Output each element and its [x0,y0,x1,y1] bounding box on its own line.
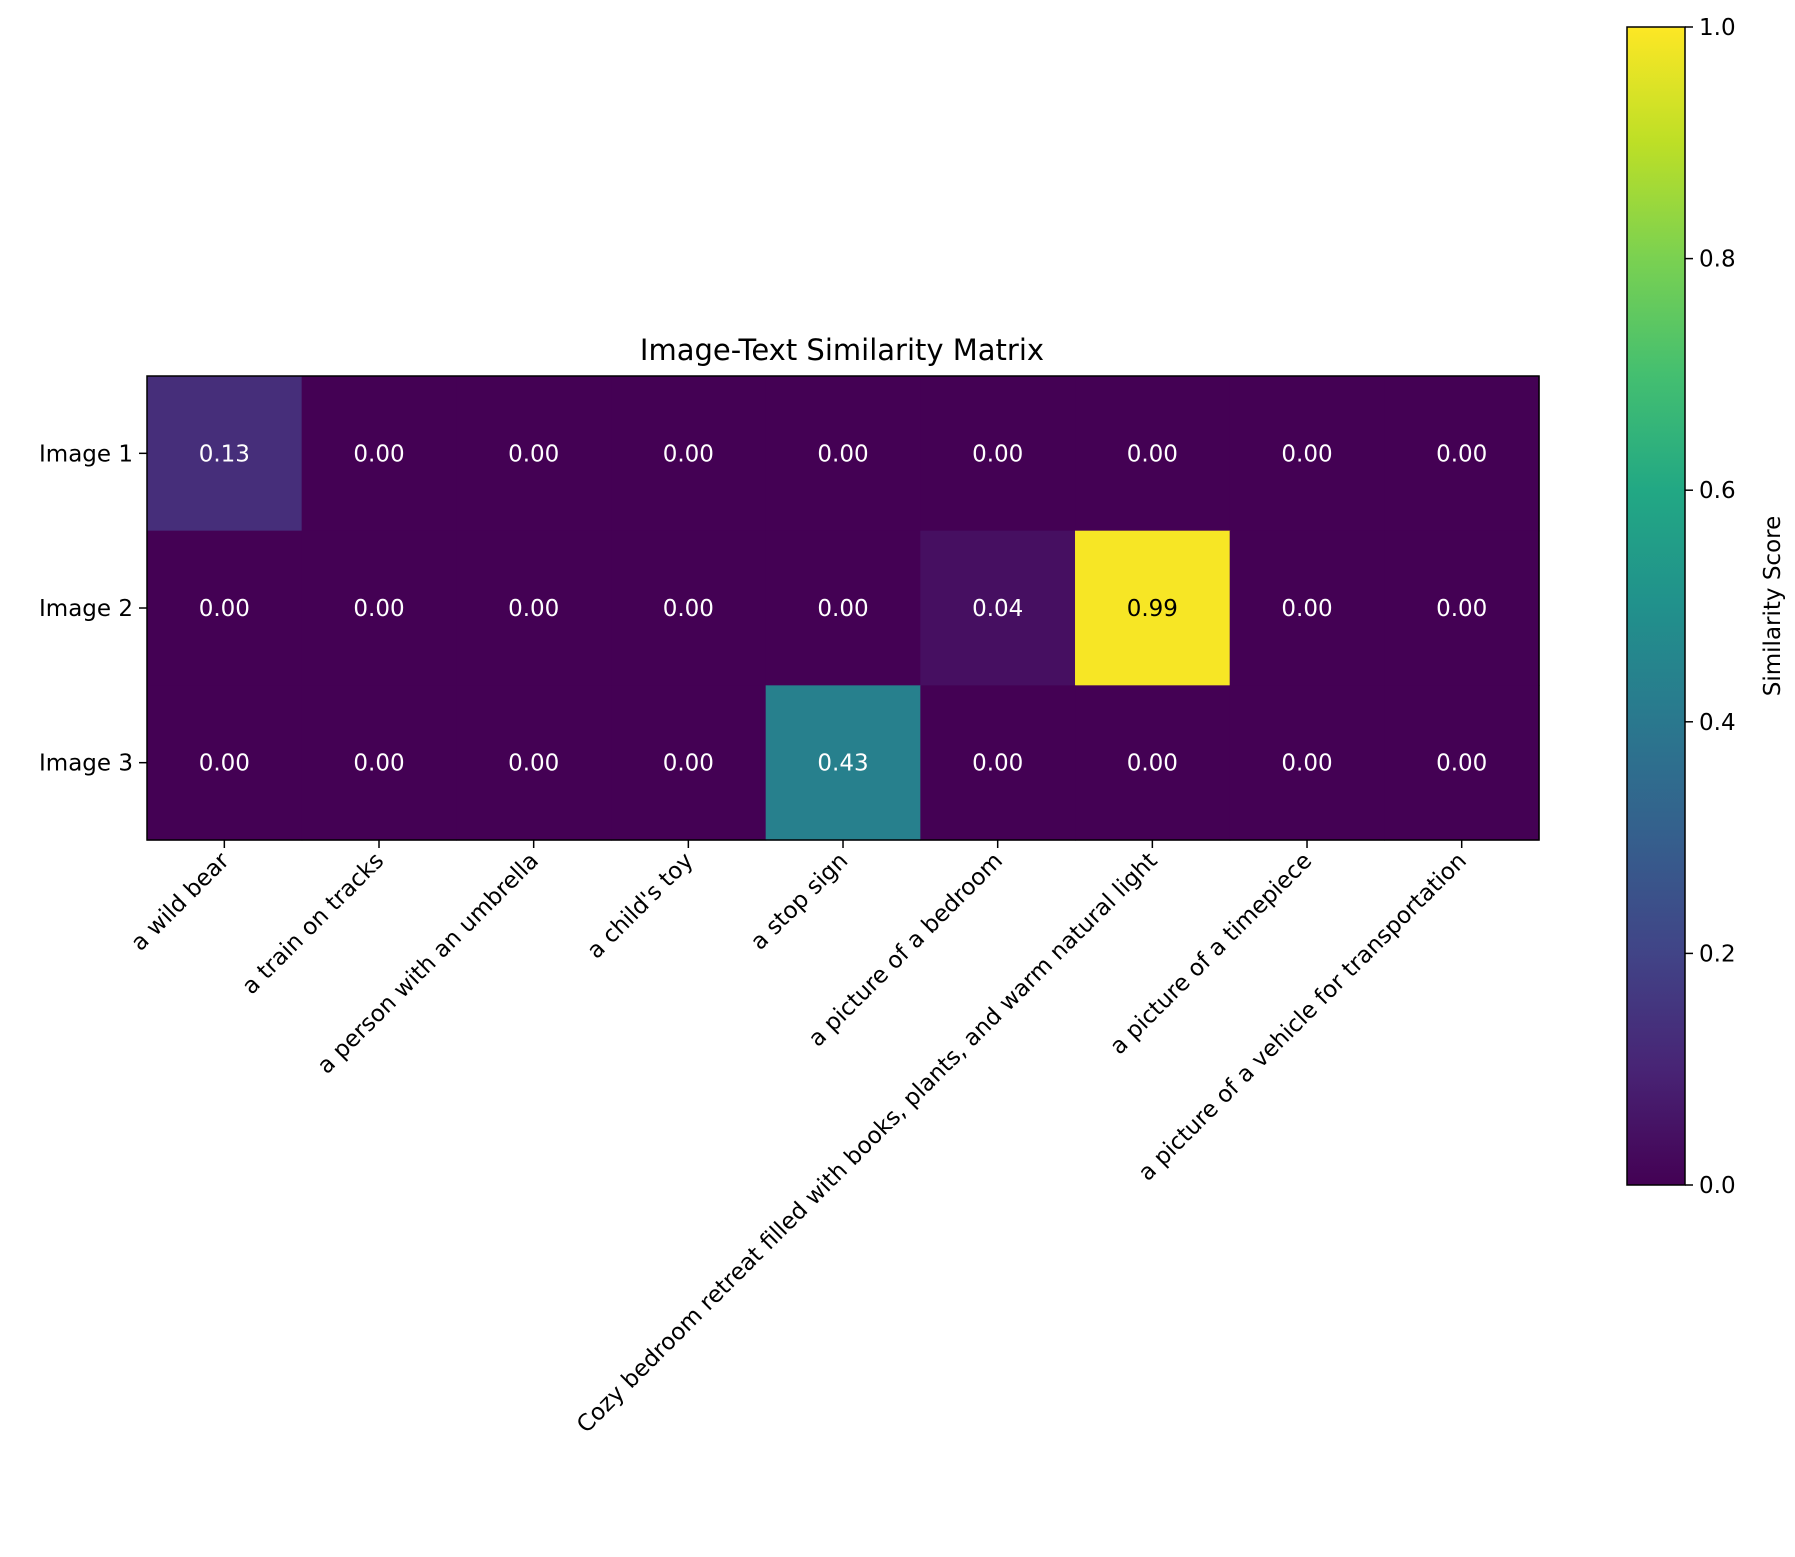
heatmap-cell-r2-c1 [147,530,303,686]
column-tick-label: a wild bear [126,847,235,956]
cell-value-label-r3-c5: 0.43 [817,751,868,777]
colorbar: 0.0 0.2 0.4 0.6 0.8 1.0 Similarity Score [1626,15,1786,1199]
row-axis: Image 1 Image 2 Image 3 [39,441,147,777]
cell-value-label-r2-c3: 0.00 [508,596,559,622]
colorbar-tick-label: 0.0 [1699,1173,1736,1199]
row-tick-label: Image 3 [39,751,133,777]
heatmap-cell-r1-c1 [147,376,303,532]
row-tick-label: Image 1 [39,441,133,467]
heatmap-cell-r1-c4 [611,376,767,532]
cell-value-label-r3-c1: 0.00 [199,751,250,777]
cell-value-label-r3-c9: 0.00 [1436,751,1487,777]
column-tick-label: a child's toy [582,848,698,964]
cell-value-label-r2-c7: 0.99 [1127,596,1178,622]
heatmap-cell-r3-c2 [301,685,457,841]
column-tick-label: Cozy bedroom retreat filled with books, … [572,848,1162,1438]
heatmap-cell-r1-c7 [1075,376,1231,532]
cell-value-label-r1-c8: 0.00 [1281,441,1332,467]
cell-value-label-r2-c5: 0.00 [817,596,868,622]
heatmap-cell-r2-c7 [1075,530,1231,686]
cell-value-label-r1-c7: 0.00 [1127,441,1178,467]
heatmap-cell-r3-c3 [456,685,612,841]
row-tick-label: Image 2 [39,596,133,622]
heatmap-cell-r3-c7 [1075,685,1231,841]
cell-value-label-r3-c7: 0.00 [1127,751,1178,777]
colorbar-label: Similarity Score [1760,516,1786,696]
cell-value-label-r3-c6: 0.00 [972,751,1023,777]
heatmap-cell-r3-c9 [1384,685,1540,841]
cell-value-label-r3-c2: 0.00 [353,751,404,777]
cell-value-label-r1-c1: 0.13 [199,441,250,467]
heatmap-cell-r3-c5 [765,685,921,841]
heatmap-cell-r3-c4 [611,685,767,841]
colorbar-tick-label: 0.6 [1699,478,1736,504]
heatmap-cell-r3-c6 [920,685,1076,841]
cell-value-label-r2-c9: 0.00 [1436,596,1487,622]
heatmap-cell-r1-c9 [1384,376,1540,532]
heatmap-cell-r2-c2 [301,530,457,686]
heatmap-cell-r2-c9 [1384,530,1540,686]
colorbar-tick-label: 0.8 [1699,247,1736,273]
cell-value-label-r2-c6: 0.04 [972,596,1023,622]
cell-value-label-r2-c2: 0.00 [353,596,404,622]
heatmap-cell-r1-c6 [920,376,1076,532]
heatmap-cell-r2-c5 [765,530,921,686]
cell-value-label-r1-c6: 0.00 [972,441,1023,467]
chart-title: Image-Text Similarity Matrix [640,333,1044,367]
cell-value-label-r3-c3: 0.00 [508,751,559,777]
heatmap-cells [147,376,1540,841]
cell-value-label-r2-c1: 0.00 [199,596,250,622]
cell-value-label-r1-c4: 0.00 [663,441,714,467]
cell-value-label-r1-c2: 0.00 [353,441,404,467]
heatmap-cell-labels: 0.13 0.00 0.00 0.00 0.00 0.00 0.00 0.00 0.00 0.00… [199,441,1488,776]
heatmap-cell-r1-c2 [301,376,457,532]
colorbar-gradient [1627,27,1685,1185]
cell-value-label-r1-c5: 0.00 [817,441,868,467]
colorbar-tick-label: 0.2 [1699,941,1736,967]
colorbar-tick-label: 0.4 [1699,710,1736,736]
colorbar-tick-label: 1.0 [1699,15,1736,41]
heatmap-cell-r2-c4 [611,530,767,686]
cell-value-label-r1-c3: 0.00 [508,441,559,467]
heatmap-cell-r3-c8 [1229,685,1385,841]
heatmap-cell-r2-c8 [1229,530,1385,686]
heatmap-cell-r3-c1 [147,685,303,841]
column-tick-label: a train on tracks [237,848,389,1000]
cell-value-label-r1-c9: 0.00 [1436,441,1487,467]
heatmap-cell-r1-c8 [1229,376,1385,532]
cell-value-label-r2-c8: 0.00 [1281,596,1332,622]
column-tick-label: a picture of a vehicle for transportatio… [1134,848,1472,1186]
heatmap-cell-r1-c3 [456,376,612,532]
cell-value-label-r2-c4: 0.00 [663,596,714,622]
column-tick-label: a stop sign [746,848,853,955]
colorbar-frame [1626,26,1686,1186]
cell-value-label-r3-c8: 0.00 [1281,751,1332,777]
colorbar-ticks: 0.0 0.2 0.4 0.6 0.8 1.0 [1685,15,1736,1199]
heatmap-cell-r2-c3 [456,530,612,686]
cell-value-label-r3-c4: 0.00 [663,751,714,777]
heatmap-cell-r1-c5 [765,376,921,532]
heatmap-cell-r2-c6 [920,530,1076,686]
